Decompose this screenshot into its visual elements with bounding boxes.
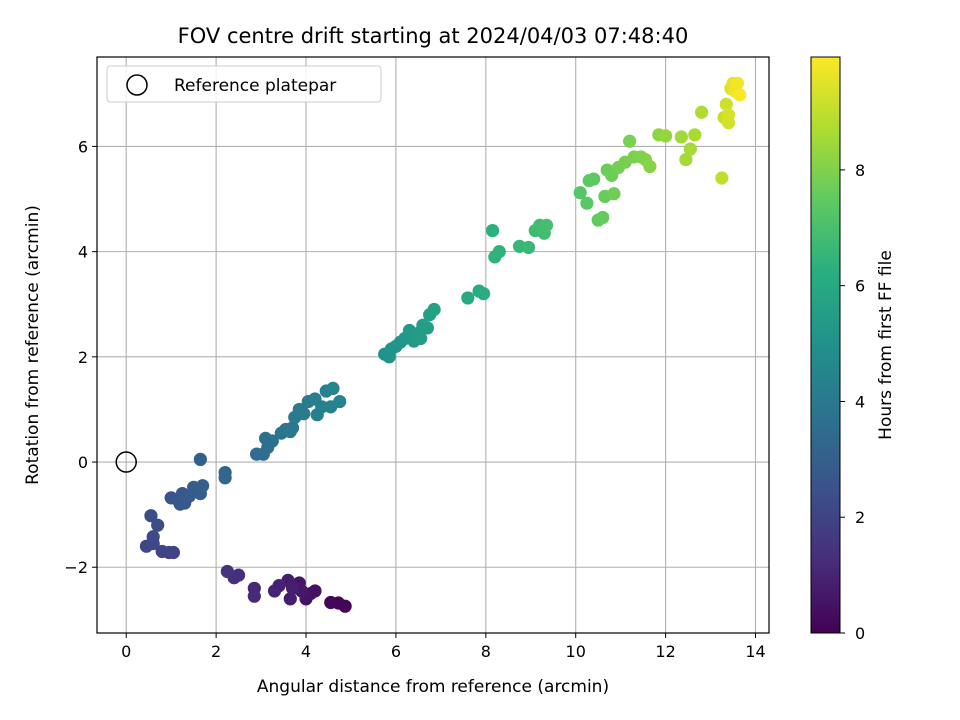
data-point [333, 394, 347, 409]
x-tick-label: 0 [121, 642, 131, 661]
data-point [573, 186, 587, 200]
data-point [623, 134, 637, 148]
x-tick-label: 4 [301, 642, 311, 661]
data-point [476, 287, 491, 301]
data-point [721, 108, 736, 122]
reference-platepar-marker [115, 451, 137, 473]
data-point [326, 381, 340, 395]
data-point [218, 471, 232, 485]
x-axis-label: Angular distance from reference (arcmin) [257, 677, 609, 697]
x-tick-label: 6 [391, 642, 401, 661]
legend-entry-reference: Reference platepar [174, 76, 336, 96]
y-axis-label: Rotation from reference (arcmin) [23, 205, 43, 485]
grid-lines [97, 57, 769, 633]
legend-reference-marker [126, 74, 148, 96]
data-point [151, 518, 165, 532]
data-point [733, 88, 747, 102]
data-point [196, 479, 210, 493]
colorbar-gradient [810, 56, 841, 634]
y-tick-label: 4 [78, 243, 88, 262]
data-point [247, 589, 261, 603]
reference-marker-layer [115, 451, 137, 473]
data-point [285, 581, 300, 595]
y-tick-label: 0 [78, 453, 88, 472]
data-point [485, 223, 500, 238]
data-point [580, 196, 594, 210]
data-point [596, 210, 610, 225]
colorbar-tick-label: 8 [855, 161, 865, 180]
data-point [688, 128, 702, 142]
data-point [461, 291, 475, 305]
data-point [220, 564, 234, 579]
x-axis-ticks: 0 2 4 6 8 10 12 14 [121, 633, 766, 661]
colorbar: 0 2 4 6 8 Hours from first FF file [810, 56, 896, 643]
data-point [420, 321, 434, 335]
data-point [283, 592, 297, 606]
data-point [492, 245, 506, 259]
data-points [139, 76, 747, 613]
data-point [308, 584, 322, 598]
x-tick-label: 2 [211, 642, 221, 661]
chart-title: FOV centre drift starting at 2024/04/03 … [178, 24, 689, 48]
data-point [587, 172, 601, 186]
data-point [679, 152, 693, 167]
y-tick-label: −2 [64, 558, 88, 577]
data-point [715, 171, 729, 185]
data-point [607, 187, 621, 201]
legend-box [106, 65, 382, 103]
colorbar-tick-label: 4 [855, 392, 865, 411]
data-point [521, 240, 536, 255]
colorbar-ticks: 0 2 4 6 8 [840, 161, 865, 643]
x-tick-label: 12 [655, 642, 675, 661]
data-point [193, 452, 207, 467]
data-point [414, 331, 428, 346]
data-point [324, 595, 338, 610]
data-point [674, 130, 688, 144]
y-tick-label: 2 [78, 348, 88, 367]
colorbar-tick-label: 6 [855, 277, 865, 296]
data-point [719, 97, 733, 111]
data-point [283, 424, 297, 439]
data-point [643, 159, 657, 174]
y-axis-ticks: −2 0 2 4 6 [64, 137, 97, 577]
legend: Reference platepar [106, 65, 382, 103]
data-point [155, 544, 169, 559]
data-point [267, 584, 282, 598]
data-point [427, 302, 441, 317]
data-point [659, 129, 673, 143]
data-point [146, 530, 160, 544]
plot-frame [96, 56, 770, 634]
data-point [265, 434, 279, 448]
x-tick-label: 8 [481, 642, 491, 661]
data-point [539, 218, 554, 232]
data-point [683, 142, 697, 156]
data-point [730, 76, 745, 90]
data-point [297, 407, 311, 421]
colorbar-tick-label: 0 [855, 624, 865, 643]
data-point [166, 545, 181, 560]
data-point [694, 105, 709, 119]
x-tick-label: 10 [566, 642, 586, 661]
y-tick-label: 6 [78, 137, 88, 156]
x-tick-label: 14 [745, 642, 765, 661]
colorbar-label: Hours from first FF file [876, 250, 896, 440]
data-point [144, 509, 158, 523]
colorbar-tick-label: 2 [855, 508, 865, 527]
